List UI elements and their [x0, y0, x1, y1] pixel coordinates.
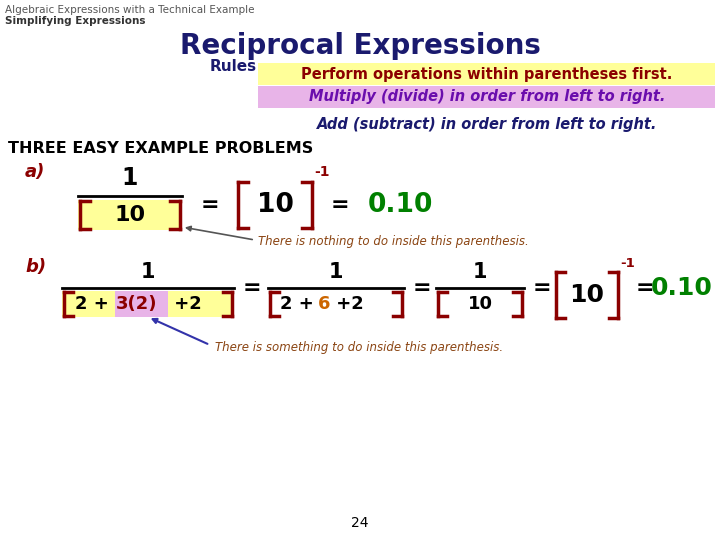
- Bar: [115, 291, 168, 317]
- Text: =: =: [201, 195, 220, 215]
- Text: a): a): [25, 163, 45, 181]
- Text: =: =: [413, 278, 431, 298]
- Text: 2 +: 2 +: [280, 295, 320, 313]
- Text: 0.10: 0.10: [367, 192, 433, 218]
- Text: 0.10: 0.10: [651, 276, 713, 300]
- Text: Multiply (divide) in order from left to right.: Multiply (divide) in order from left to …: [309, 90, 665, 105]
- Text: +2: +2: [330, 295, 364, 313]
- Text: There is something to do inside this parenthesis.: There is something to do inside this par…: [215, 341, 503, 354]
- Text: =: =: [243, 278, 261, 298]
- Text: 10: 10: [570, 283, 605, 307]
- Text: 10: 10: [256, 192, 294, 218]
- Text: There is nothing to do inside this parenthesis.: There is nothing to do inside this paren…: [258, 234, 528, 247]
- Text: =: =: [636, 278, 654, 298]
- Text: 1: 1: [122, 166, 138, 190]
- Text: 24: 24: [351, 516, 369, 530]
- Text: 2 +: 2 +: [75, 295, 115, 313]
- Text: 6: 6: [318, 295, 330, 313]
- Text: Simplifying Expressions: Simplifying Expressions: [5, 16, 145, 26]
- Bar: [78, 200, 182, 230]
- Text: 1: 1: [473, 262, 487, 282]
- Text: 10: 10: [467, 295, 492, 313]
- Text: Algebraic Expressions with a Technical Example: Algebraic Expressions with a Technical E…: [5, 5, 254, 15]
- Text: Perform operations within parentheses first.: Perform operations within parentheses fi…: [301, 66, 672, 82]
- Text: =: =: [533, 278, 552, 298]
- Text: Add (subtract) in order from left to right.: Add (subtract) in order from left to rig…: [317, 117, 657, 132]
- Text: b): b): [25, 258, 46, 276]
- Bar: [62, 291, 234, 317]
- Bar: [258, 63, 715, 85]
- Text: 1: 1: [140, 262, 156, 282]
- Text: THREE EASY EXAMPLE PROBLEMS: THREE EASY EXAMPLE PROBLEMS: [8, 141, 313, 156]
- Bar: [268, 291, 404, 317]
- Text: +2: +2: [168, 295, 202, 313]
- Bar: [258, 86, 715, 108]
- Text: -1: -1: [314, 165, 330, 179]
- Text: =: =: [330, 195, 349, 215]
- Text: Rules: Rules: [210, 59, 257, 74]
- Text: -1: -1: [620, 257, 635, 270]
- Text: 3(2): 3(2): [116, 295, 158, 313]
- Text: 1: 1: [329, 262, 343, 282]
- Text: 10: 10: [114, 205, 145, 225]
- Text: Reciprocal Expressions: Reciprocal Expressions: [179, 32, 541, 60]
